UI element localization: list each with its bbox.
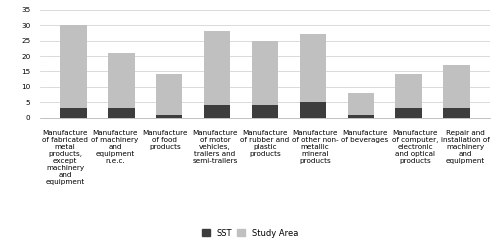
Bar bbox=[348, 93, 374, 114]
Bar bbox=[108, 53, 134, 108]
Text: Manufacture
of motor
vehicles,
trailers and
semi-trailers: Manufacture of motor vehicles, trailers … bbox=[192, 130, 238, 164]
Bar bbox=[396, 108, 421, 118]
Legend: SST, Study Area: SST, Study Area bbox=[198, 225, 302, 241]
Bar bbox=[300, 102, 326, 118]
Bar bbox=[252, 41, 278, 105]
Text: Manufacture
of machinery
and
equipment
n.e.c.: Manufacture of machinery and equipment n… bbox=[92, 130, 138, 164]
Bar bbox=[156, 114, 182, 118]
Text: Manufacture
of other non-
metallic
mineral
products: Manufacture of other non- metallic miner… bbox=[292, 130, 339, 164]
Bar bbox=[204, 105, 231, 118]
Bar bbox=[108, 108, 134, 118]
Text: Manufacture
of computer,
electronic
and optical
products: Manufacture of computer, electronic and … bbox=[392, 130, 438, 164]
Text: Repair and
installation of
machinery
and
equipment: Repair and installation of machinery and… bbox=[440, 130, 490, 164]
Bar bbox=[60, 25, 87, 108]
Bar bbox=[443, 65, 469, 108]
Bar bbox=[348, 114, 374, 118]
Bar bbox=[396, 74, 421, 108]
Text: Manufacture
of rubber and
plastic
products: Manufacture of rubber and plastic produc… bbox=[240, 130, 290, 157]
Text: Manufacture
of fabricated
metal
products,
except
machinery
and
equipment: Manufacture of fabricated metal products… bbox=[42, 130, 88, 185]
Bar bbox=[60, 108, 87, 118]
Bar bbox=[300, 35, 326, 102]
Bar bbox=[204, 31, 231, 105]
Text: Manufacture
of food
products: Manufacture of food products bbox=[142, 130, 188, 150]
Bar bbox=[252, 105, 278, 118]
Bar bbox=[443, 108, 469, 118]
Bar bbox=[156, 74, 182, 114]
Text: Manufacture
of beverages: Manufacture of beverages bbox=[342, 130, 388, 143]
